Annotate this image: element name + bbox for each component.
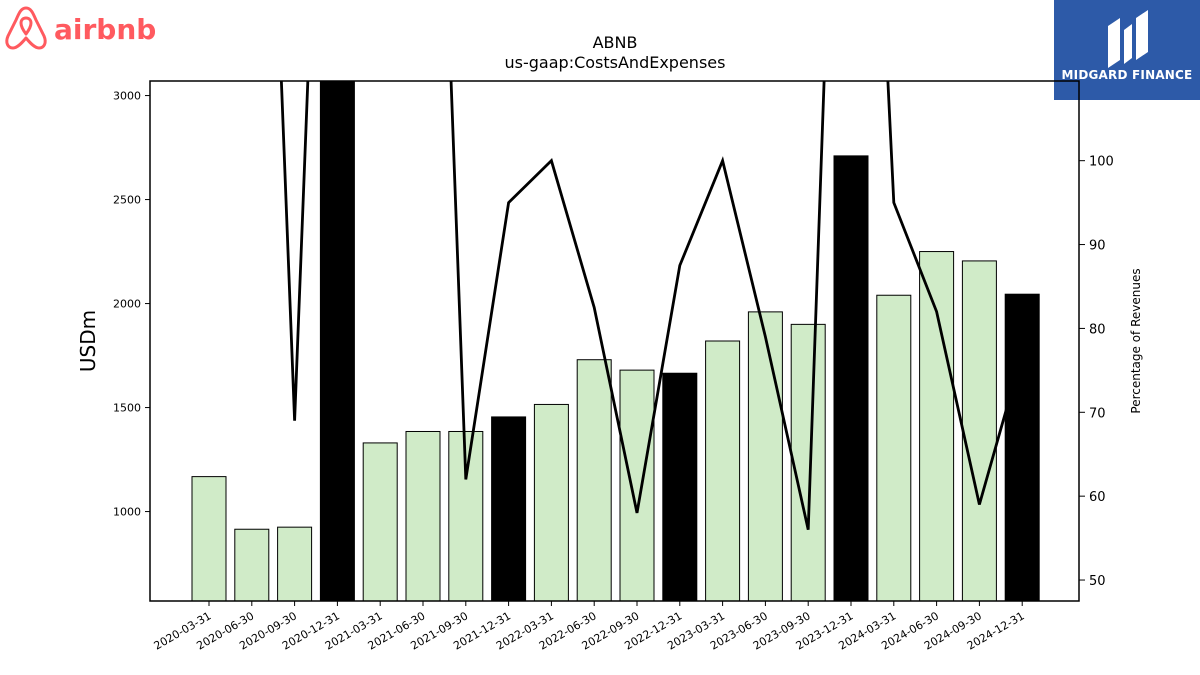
bar-2021-03-31 xyxy=(362,442,398,602)
y2-tick-label: 100 xyxy=(1089,155,1114,170)
bar-2021-12-31 xyxy=(491,416,527,602)
y2-tick-label: 90 xyxy=(1089,239,1106,254)
bar-2023-03-31 xyxy=(705,340,741,602)
line-layer xyxy=(279,81,1024,531)
bar-2022-03-31 xyxy=(533,403,569,602)
y-tick-label: 1000 xyxy=(113,506,141,519)
chart-subtitle: us-gaap:CostsAndExpenses xyxy=(505,53,726,72)
y-tick-label: 3000 xyxy=(113,90,141,103)
midgard-mark-icon xyxy=(1108,10,1148,68)
bar-2022-09-30 xyxy=(619,369,655,602)
midgard-wordmark: MIDGARD FINANCE xyxy=(1061,68,1193,82)
bar-2024-06-30 xyxy=(919,251,955,602)
bar-2020-09-30 xyxy=(277,526,313,602)
y2-tick-label: 80 xyxy=(1089,322,1106,337)
bar-2021-06-30 xyxy=(405,430,441,602)
bar-2023-06-30 xyxy=(747,311,783,602)
bars-layer xyxy=(191,80,1040,602)
bar-2023-09-30 xyxy=(790,323,826,602)
bar-2024-09-30 xyxy=(961,260,997,602)
y-axis-label: USDm xyxy=(76,310,100,372)
bar-2024-12-31 xyxy=(1004,293,1040,602)
y2-axis-label: Percentage of Revenues xyxy=(1129,268,1143,413)
bar-2020-06-30 xyxy=(234,528,270,602)
y2-tick-label: 50 xyxy=(1089,574,1106,589)
bar-2023-12-31 xyxy=(833,155,869,602)
bar-2022-12-31 xyxy=(662,372,698,602)
plot-frame xyxy=(149,80,1080,602)
airbnb-belo-icon: airbnb xyxy=(5,6,156,50)
bar-2022-06-30 xyxy=(576,359,612,602)
bar-2020-12-31 xyxy=(319,80,355,602)
bar-2020-03-31 xyxy=(191,476,227,602)
y-tick-label: 1500 xyxy=(113,402,141,415)
y2-tick-label: 60 xyxy=(1089,490,1106,505)
airbnb-wordmark: airbnb xyxy=(54,13,156,46)
airbnb-logo: airbnb xyxy=(4,4,164,52)
chart-title: ABNB xyxy=(593,33,638,52)
bar-2024-03-31 xyxy=(876,294,912,602)
percentage-of-revenues-line xyxy=(279,81,1024,531)
y-tick-label: 2500 xyxy=(113,194,141,207)
y2-tick-label: 70 xyxy=(1089,406,1106,421)
y-tick-label: 2000 xyxy=(113,298,141,311)
